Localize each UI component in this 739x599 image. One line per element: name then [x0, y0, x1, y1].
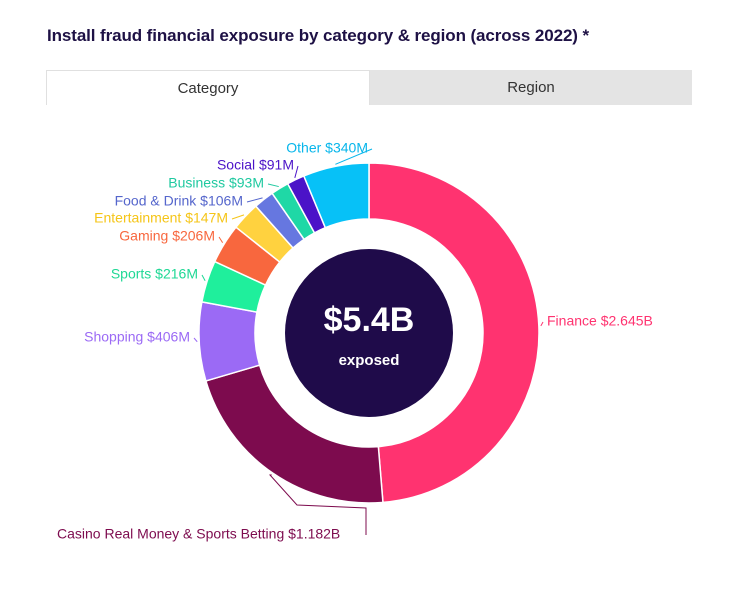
slice-label: Food & Drink $106M [115, 193, 243, 209]
center-value: $5.4B [324, 301, 415, 339]
slice-finance[interactable] [368, 162, 540, 504]
slice-labels-group: Finance $2.645B Casino Real Money & Sport… [57, 140, 653, 542]
center-label: exposed [339, 352, 400, 369]
slice-label: Social $91M [217, 157, 294, 173]
slice-label: Shopping $406M [84, 329, 190, 345]
slice-label: Finance $2.645B [547, 313, 653, 329]
slice-label: Business $93M [168, 175, 264, 191]
slice-label: Other $340M [286, 140, 368, 156]
tab-region[interactable]: Region [370, 70, 692, 105]
slice-label: Entertainment $147M [94, 210, 228, 226]
slice-label: Gaming $206M [119, 228, 215, 244]
slices-group [198, 162, 540, 504]
leader-line [193, 337, 198, 343]
tab-bar: Category Region [46, 70, 692, 105]
leader-line [246, 197, 263, 203]
chart-title: Install fraud financial exposure by cate… [47, 26, 590, 45]
leader-line [540, 321, 544, 327]
leader-line [268, 474, 367, 535]
slice-label: Casino Real Money & Sports Betting $1.18… [57, 526, 340, 542]
leader-line [294, 165, 299, 178]
leader-line [201, 274, 206, 281]
center-disc [285, 249, 453, 417]
leader-line [335, 148, 373, 165]
leader-line [218, 236, 224, 243]
leader-line [267, 183, 279, 188]
slice-other[interactable] [302, 162, 370, 229]
tab-category[interactable]: Category [46, 70, 370, 105]
leader-line [231, 214, 245, 220]
slice-label: Sports $216M [111, 266, 198, 282]
leader-lines-group [193, 148, 544, 535]
